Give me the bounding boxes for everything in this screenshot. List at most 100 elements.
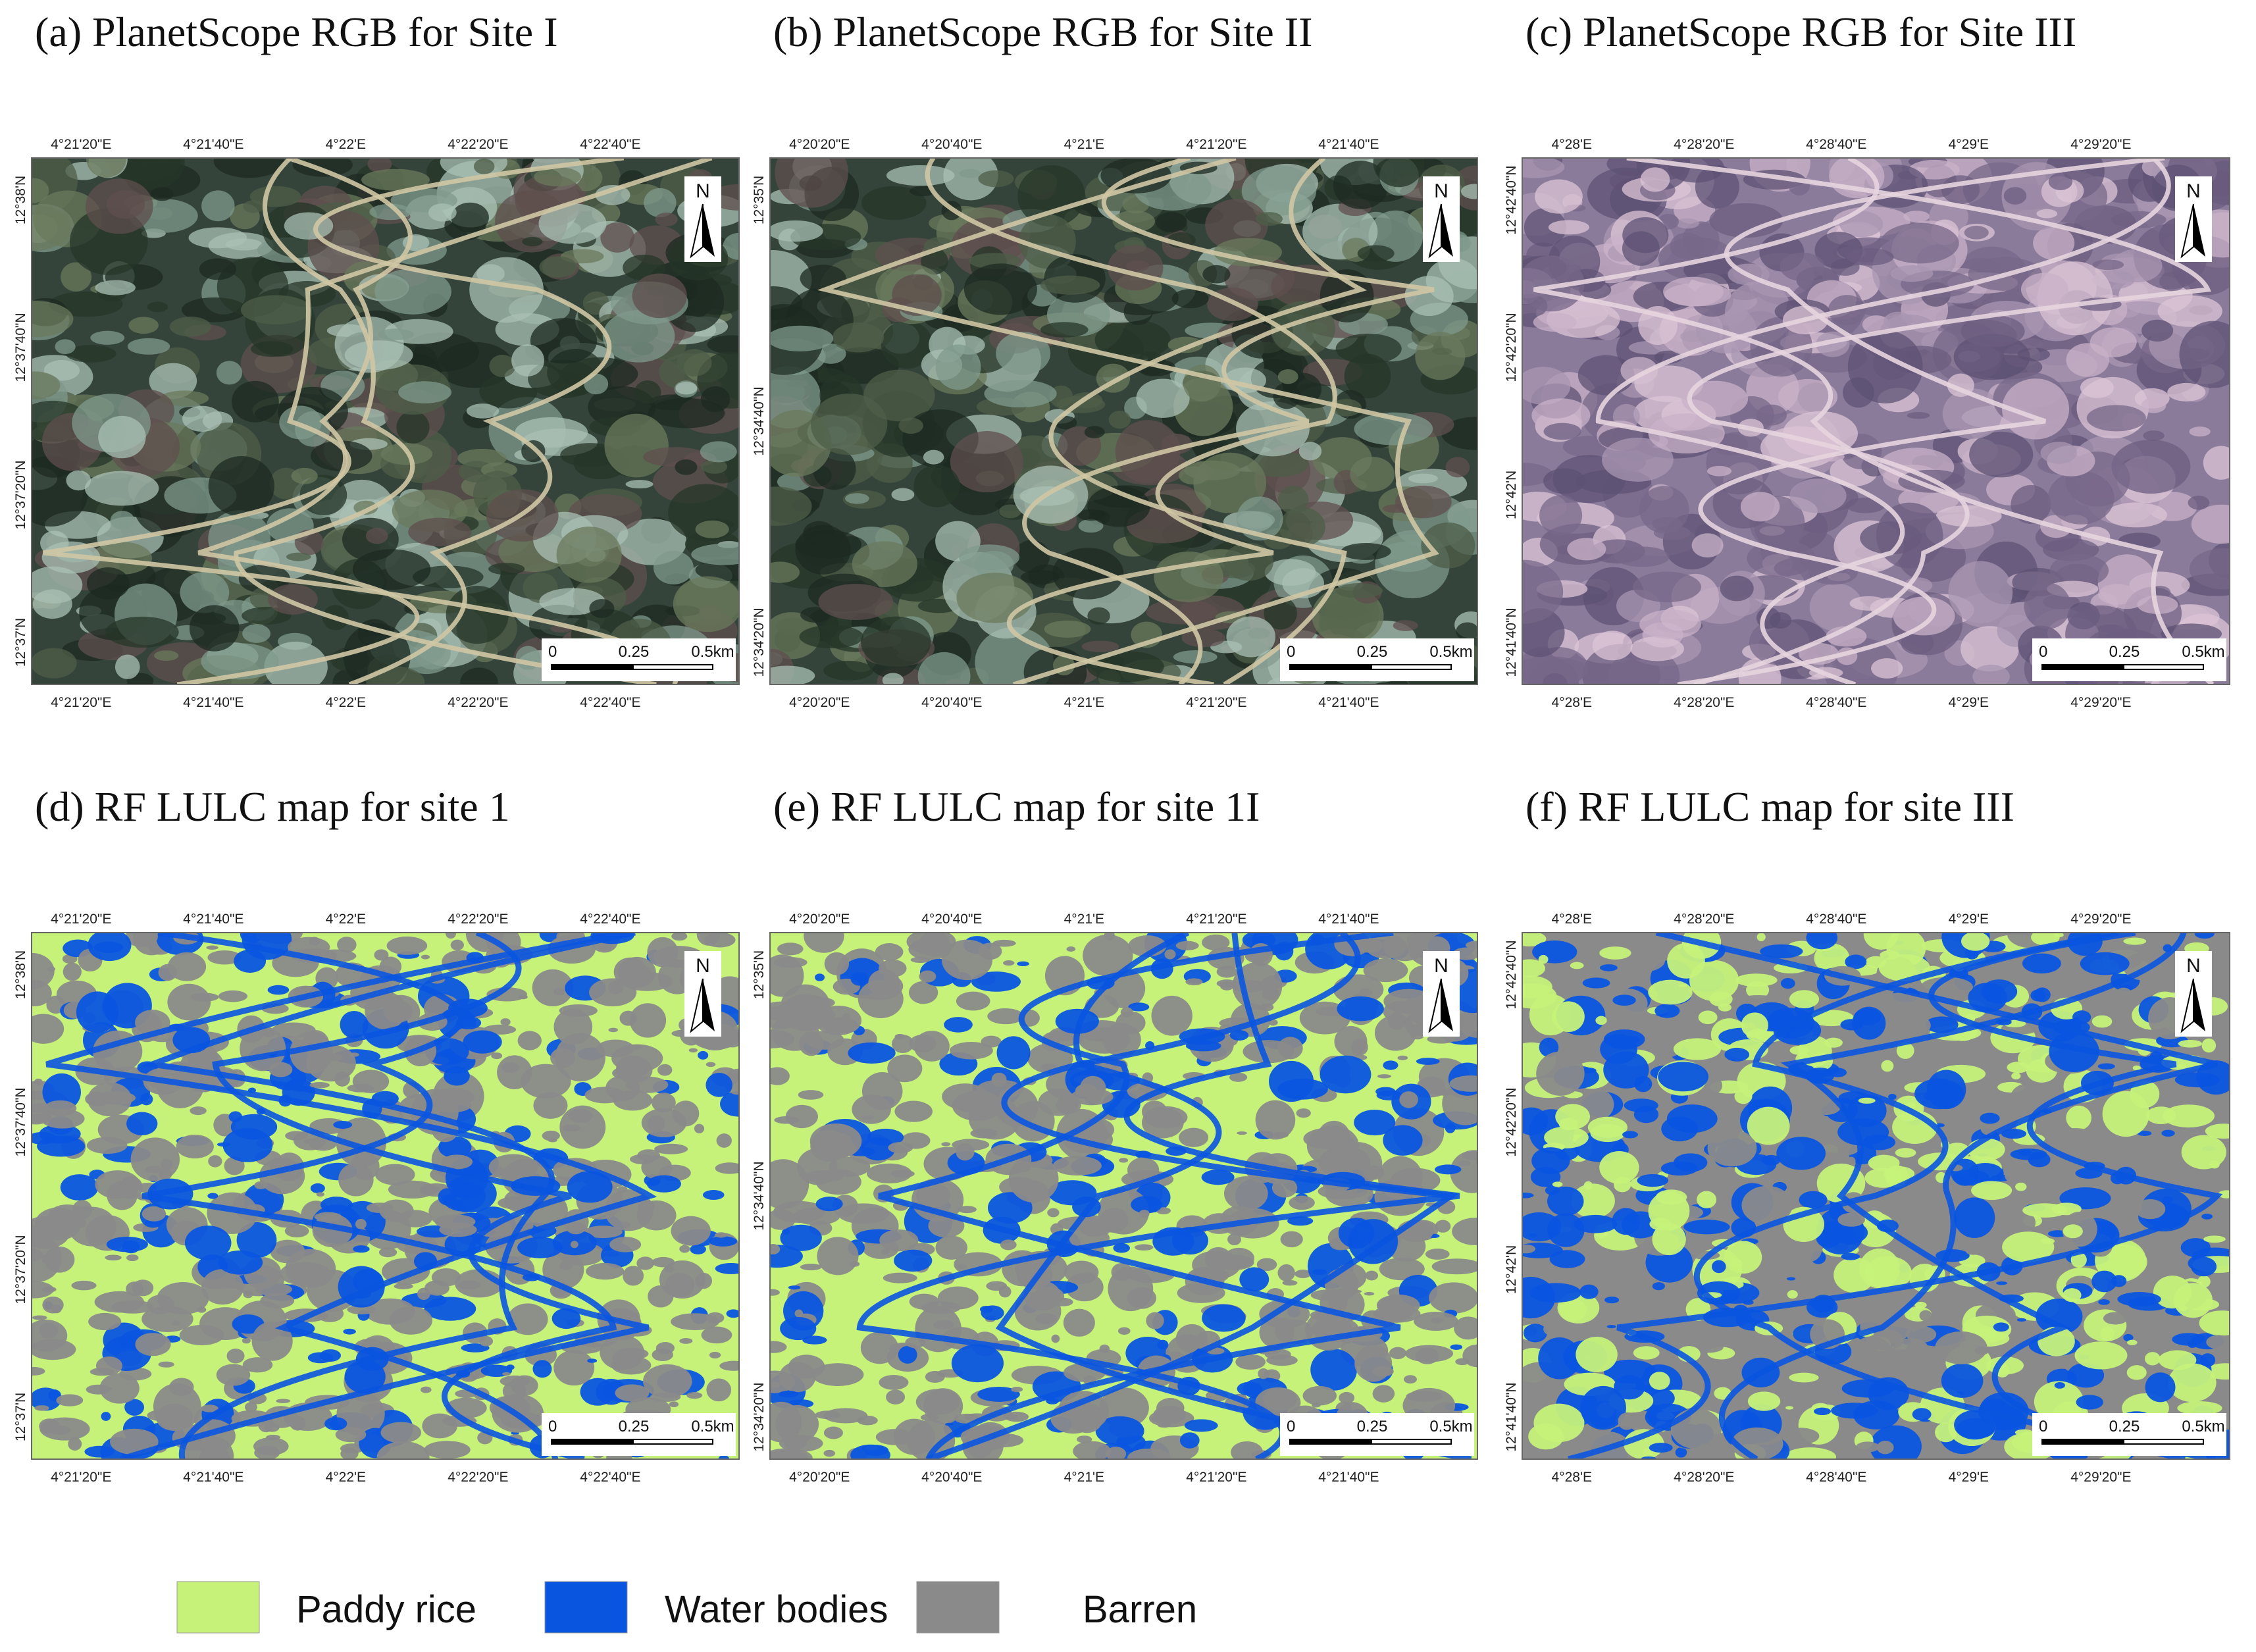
map-patch (1136, 378, 1190, 418)
map-patch (1274, 1319, 1314, 1345)
map-patch (1531, 398, 1591, 432)
map-patch (718, 1455, 729, 1459)
map-patch (1618, 1412, 1636, 1430)
map-patch (1452, 1218, 1477, 1245)
map-patch (84, 1445, 115, 1458)
map-patch (266, 1434, 280, 1440)
map-patch (1522, 933, 1547, 947)
map-patch (935, 344, 981, 390)
scale-label: 0 (1287, 643, 1295, 661)
map-patch (1896, 1042, 1914, 1059)
map-patch (1372, 1385, 1395, 1403)
river-line (1595, 158, 2171, 684)
map-patch (218, 990, 248, 1002)
map-patch (1908, 1016, 1931, 1035)
map-patch (866, 1163, 912, 1183)
map-patch (1698, 1010, 1718, 1025)
lon-label-top: 4°29'E (1949, 137, 1989, 152)
map-patch (1534, 179, 1583, 214)
map-patch (2011, 484, 2051, 524)
map-patch (216, 1364, 251, 1386)
map-patch (2054, 1381, 2065, 1389)
map-patch (86, 158, 126, 178)
river-line (42, 158, 713, 684)
map-patch (891, 488, 915, 502)
map-patch (216, 361, 243, 385)
map-patch (2123, 1333, 2134, 1341)
map-patch (1855, 1441, 1880, 1453)
map-patch (1614, 546, 1670, 567)
map-patch (1027, 1043, 1073, 1074)
lon-label-top: 4°21'20"E (51, 137, 111, 152)
scale-label: 0 (2039, 1418, 2047, 1435)
map-patch (1866, 1329, 1904, 1351)
map-patch (1599, 946, 1631, 960)
map-patch (646, 1175, 681, 1193)
map-patch (60, 1174, 99, 1200)
map-patch (1522, 1107, 1549, 1135)
lon-label-top: 4°28'E (1552, 137, 1592, 152)
map-patch (167, 983, 211, 1021)
map-patch (654, 1143, 688, 1154)
map-patch (532, 1360, 552, 1378)
map-patch (832, 323, 884, 353)
map-patch (715, 1263, 739, 1274)
map-patch (1968, 1163, 2003, 1181)
lon-label-top: 4°22'E (326, 137, 366, 152)
map-patch (2111, 439, 2191, 494)
map-patch (1522, 1244, 1536, 1254)
map-patch (338, 1162, 374, 1197)
map-patch (705, 1062, 716, 1068)
map-patch (250, 341, 294, 357)
river-line (140, 933, 636, 1459)
map-patch (1778, 1161, 1831, 1201)
map-patch (629, 1003, 667, 1038)
map-patch (2132, 1065, 2141, 1071)
map-patch (2163, 1104, 2215, 1128)
map-patch (2135, 1199, 2166, 1220)
map-patch (913, 465, 960, 507)
map-patch (817, 1237, 859, 1276)
map-image (32, 158, 739, 684)
map-patch (811, 1363, 864, 1387)
map-patch (2145, 1106, 2176, 1125)
map-patch (779, 1362, 816, 1393)
map-patch (1599, 1150, 1639, 1184)
river-line (995, 933, 1472, 1459)
map-patch (2205, 1123, 2230, 1139)
map-patch (1462, 1344, 1477, 1368)
lon-label-top: 4°22'20"E (448, 137, 508, 152)
map-patch (1878, 954, 1930, 982)
map-patch (1056, 1096, 1081, 1114)
map-patch (1373, 158, 1425, 188)
legend-label: Paddy rice (296, 1588, 476, 1631)
map-patch (1350, 457, 1395, 492)
map-patch (815, 1197, 843, 1212)
lon-label-bottom: 4°21'E (1064, 1470, 1104, 1485)
map-patch (1543, 1322, 1560, 1336)
river-line (817, 158, 1440, 684)
map-patch (242, 624, 271, 643)
map-patch (1348, 1219, 1398, 1264)
map-patch (1000, 1239, 1017, 1251)
map-patch (850, 1444, 890, 1459)
map-patch (1454, 1316, 1477, 1340)
map-patch (861, 1137, 896, 1161)
map-patch (1552, 1181, 1563, 1187)
map-patch (2086, 405, 2146, 432)
map-patch (979, 1305, 993, 1313)
map-patch (361, 168, 430, 191)
map-patch (996, 332, 1051, 375)
map-patch (98, 415, 146, 459)
lon-label-bottom: 4°20'40"E (921, 695, 982, 710)
map-patch (1890, 265, 1934, 282)
north-label: N (2186, 180, 2201, 202)
map-patch (507, 1303, 548, 1335)
legend-swatch (544, 1581, 628, 1634)
map-patch (63, 962, 82, 981)
panel-title: (e) RF LULC map for site 1I (773, 783, 1260, 830)
map-patch (891, 1034, 914, 1054)
map-patch (1279, 507, 1325, 547)
map-patch (1365, 1270, 1379, 1281)
map-patch (2177, 1064, 2186, 1069)
